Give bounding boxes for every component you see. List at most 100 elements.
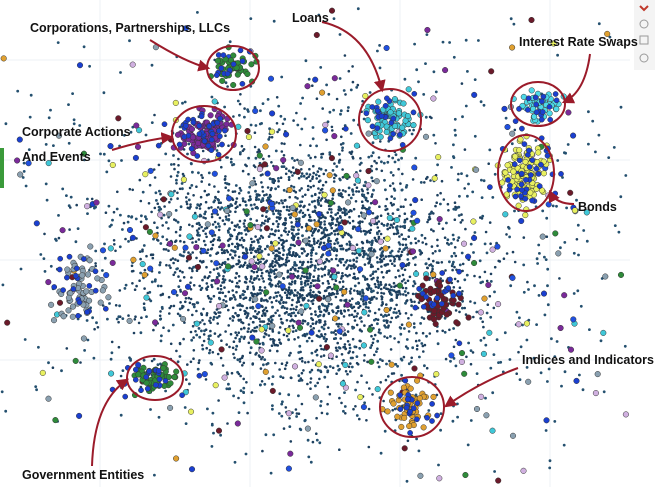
- point: [423, 364, 426, 368]
- point: [59, 227, 66, 234]
- point: [218, 291, 221, 295]
- point: [213, 220, 217, 224]
- point: [456, 340, 463, 347]
- point: [389, 335, 392, 338]
- point: [212, 294, 216, 298]
- point: [412, 304, 419, 311]
- point: [86, 197, 89, 201]
- point: [319, 66, 323, 69]
- point: [227, 324, 230, 327]
- point: [302, 267, 309, 274]
- point: [295, 217, 298, 221]
- point: [377, 156, 381, 159]
- point: [323, 267, 327, 270]
- point: [516, 106, 522, 112]
- point: [373, 159, 376, 163]
- point: [237, 275, 241, 278]
- point: [67, 103, 70, 106]
- point: [261, 102, 265, 105]
- point: [129, 130, 133, 134]
- point: [301, 195, 305, 198]
- toolbar-icon[interactable]: [639, 53, 649, 63]
- point: [181, 270, 184, 274]
- point: [458, 310, 461, 314]
- point: [283, 240, 286, 243]
- toolbar[interactable]: [634, 0, 655, 70]
- point: [414, 237, 417, 241]
- point: [418, 355, 421, 359]
- point: [162, 248, 166, 251]
- point: [238, 360, 242, 363]
- point: [198, 234, 201, 237]
- point: [155, 367, 162, 374]
- point: [241, 169, 245, 173]
- point: [327, 199, 335, 206]
- point: [415, 68, 419, 72]
- point: [121, 369, 125, 372]
- point: [242, 239, 246, 242]
- point: [200, 286, 204, 290]
- point: [406, 347, 410, 350]
- highlight-ring: [379, 376, 445, 438]
- point: [248, 185, 252, 189]
- point: [330, 302, 333, 306]
- point: [49, 108, 52, 112]
- point: [236, 314, 240, 318]
- point: [427, 409, 431, 412]
- point: [178, 314, 182, 318]
- point: [309, 144, 312, 147]
- point: [357, 281, 361, 285]
- point: [356, 380, 359, 384]
- point: [398, 243, 402, 246]
- point: [445, 221, 448, 225]
- point: [282, 333, 286, 337]
- point: [392, 311, 396, 314]
- point: [251, 207, 254, 211]
- point: [338, 448, 341, 452]
- point: [67, 204, 71, 208]
- point: [296, 291, 300, 294]
- point: [147, 265, 154, 272]
- point: [382, 276, 385, 279]
- point: [360, 212, 367, 219]
- point: [102, 91, 106, 95]
- point: [342, 345, 345, 349]
- point: [286, 270, 290, 274]
- point: [277, 229, 280, 232]
- point: [378, 66, 382, 70]
- point: [219, 242, 226, 249]
- point: [417, 449, 421, 453]
- toolbar-icon[interactable]: [639, 5, 649, 12]
- point: [440, 179, 444, 183]
- point: [287, 169, 291, 173]
- point: [358, 328, 362, 332]
- point: [311, 279, 315, 283]
- point: [456, 280, 460, 283]
- point: [377, 238, 384, 245]
- point: [214, 196, 217, 199]
- point: [275, 122, 279, 125]
- point: [131, 282, 134, 285]
- point: [217, 335, 220, 338]
- point: [150, 359, 154, 363]
- point: [207, 334, 211, 338]
- point: [418, 339, 421, 342]
- point: [364, 305, 368, 309]
- point: [179, 288, 182, 292]
- point: [300, 371, 304, 375]
- point: [328, 153, 332, 156]
- point: [403, 290, 407, 293]
- point: [76, 227, 80, 231]
- point: [179, 279, 182, 283]
- point: [109, 357, 113, 361]
- point: [380, 222, 384, 225]
- point: [344, 273, 347, 277]
- point: [546, 110, 553, 117]
- toolbar-icon[interactable]: [639, 19, 649, 29]
- point: [354, 265, 357, 269]
- point: [154, 278, 157, 281]
- point: [409, 225, 416, 232]
- point: [288, 282, 292, 286]
- toolbar-icon[interactable]: [639, 35, 649, 45]
- point: [329, 214, 333, 218]
